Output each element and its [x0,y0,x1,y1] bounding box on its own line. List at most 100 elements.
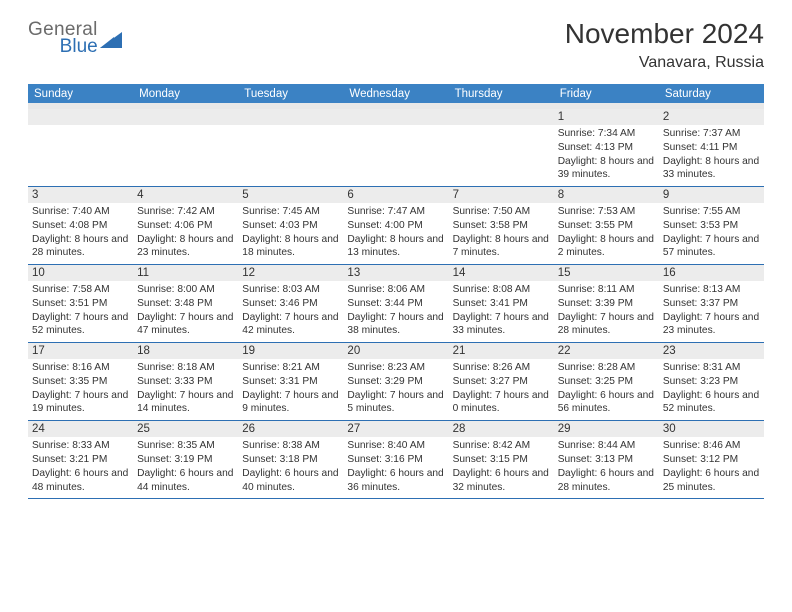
day-body: Sunrise: 7:42 AMSunset: 4:06 PMDaylight:… [133,203,238,264]
day-number: 15 [554,265,659,281]
day-body: Sunrise: 7:37 AMSunset: 4:11 PMDaylight:… [659,125,764,186]
day-body: Sunrise: 8:31 AMSunset: 3:23 PMDaylight:… [659,359,764,420]
daylight-line: Daylight: 7 hours and 14 minutes. [137,390,233,415]
sunset-line: Sunset: 4:08 PM [32,220,107,231]
day-cell-10: 10Sunrise: 7:58 AMSunset: 3:51 PMDayligh… [28,265,133,343]
sunrise-line: Sunrise: 7:55 AM [663,206,741,217]
sunrise-line: Sunrise: 7:58 AM [32,284,110,295]
daylight-line: Daylight: 7 hours and 57 minutes. [663,234,759,259]
day-body: Sunrise: 8:06 AMSunset: 3:44 PMDaylight:… [343,281,448,342]
day-cell-13: 13Sunrise: 8:06 AMSunset: 3:44 PMDayligh… [343,265,448,343]
daynum-empty [133,109,238,125]
sunrise-line: Sunrise: 8:08 AM [453,284,531,295]
day-body: Sunrise: 8:16 AMSunset: 3:35 PMDaylight:… [28,359,133,420]
sunrise-line: Sunrise: 8:00 AM [137,284,215,295]
day-cell-22: 22Sunrise: 8:28 AMSunset: 3:25 PMDayligh… [554,343,659,421]
day-number: 25 [133,421,238,437]
sunrise-line: Sunrise: 8:42 AM [453,440,531,451]
day-header-thursday: Thursday [449,84,554,103]
daylight-line: Daylight: 7 hours and 5 minutes. [347,390,443,415]
day-body: Sunrise: 8:11 AMSunset: 3:39 PMDaylight:… [554,281,659,342]
sunrise-line: Sunrise: 7:53 AM [558,206,636,217]
day-number: 27 [343,421,448,437]
sunset-line: Sunset: 4:03 PM [242,220,317,231]
daylight-line: Daylight: 8 hours and 23 minutes. [137,234,233,259]
daylight-line: Daylight: 6 hours and 48 minutes. [32,468,128,493]
daylight-line: Daylight: 6 hours and 40 minutes. [242,468,338,493]
daylight-line: Daylight: 6 hours and 28 minutes. [558,468,654,493]
sunrise-line: Sunrise: 8:03 AM [242,284,320,295]
day-header-friday: Friday [554,84,659,103]
sunset-line: Sunset: 4:11 PM [663,142,738,153]
day-number: 12 [238,265,343,281]
empty-cell [343,109,448,187]
sunset-line: Sunset: 3:27 PM [453,376,528,387]
day-number: 29 [554,421,659,437]
day-body: Sunrise: 8:44 AMSunset: 3:13 PMDaylight:… [554,437,659,498]
day-cell-27: 27Sunrise: 8:40 AMSunset: 3:16 PMDayligh… [343,421,448,499]
sunrise-line: Sunrise: 8:26 AM [453,362,531,373]
day-number: 30 [659,421,764,437]
day-number: 28 [449,421,554,437]
week-row: 3Sunrise: 7:40 AMSunset: 4:08 PMDaylight… [28,187,764,265]
sunrise-line: Sunrise: 8:06 AM [347,284,425,295]
sunrise-line: Sunrise: 8:28 AM [558,362,636,373]
sunrise-line: Sunrise: 8:11 AM [558,284,635,295]
day-number: 21 [449,343,554,359]
daylight-line: Daylight: 6 hours and 32 minutes. [453,468,549,493]
day-number: 19 [238,343,343,359]
day-cell-2: 2Sunrise: 7:37 AMSunset: 4:11 PMDaylight… [659,109,764,187]
daybody-empty [449,125,554,186]
sunrise-line: Sunrise: 8:33 AM [32,440,110,451]
empty-cell [449,109,554,187]
sunset-line: Sunset: 3:37 PM [663,298,738,309]
sunrise-line: Sunrise: 8:35 AM [137,440,215,451]
sunset-line: Sunset: 3:55 PM [558,220,633,231]
sunset-line: Sunset: 3:44 PM [347,298,422,309]
day-cell-8: 8Sunrise: 7:53 AMSunset: 3:55 PMDaylight… [554,187,659,265]
day-cell-30: 30Sunrise: 8:46 AMSunset: 3:12 PMDayligh… [659,421,764,499]
daylight-line: Daylight: 8 hours and 28 minutes. [32,234,128,259]
day-body: Sunrise: 8:40 AMSunset: 3:16 PMDaylight:… [343,437,448,498]
day-cell-23: 23Sunrise: 8:31 AMSunset: 3:23 PMDayligh… [659,343,764,421]
sunset-line: Sunset: 3:13 PM [558,454,633,465]
day-cell-3: 3Sunrise: 7:40 AMSunset: 4:08 PMDaylight… [28,187,133,265]
daylight-line: Daylight: 6 hours and 25 minutes. [663,468,759,493]
sunset-line: Sunset: 3:41 PM [453,298,528,309]
sunset-line: Sunset: 4:13 PM [558,142,633,153]
day-cell-29: 29Sunrise: 8:44 AMSunset: 3:13 PMDayligh… [554,421,659,499]
logo: General Blue [28,20,122,56]
sunset-line: Sunset: 3:16 PM [347,454,422,465]
header: General Blue November 2024 Vanavara, Rus… [28,18,764,72]
day-body: Sunrise: 8:33 AMSunset: 3:21 PMDaylight:… [28,437,133,498]
sunset-line: Sunset: 3:58 PM [453,220,528,231]
sunset-line: Sunset: 3:53 PM [663,220,738,231]
daylight-line: Daylight: 7 hours and 9 minutes. [242,390,338,415]
day-cell-14: 14Sunrise: 8:08 AMSunset: 3:41 PMDayligh… [449,265,554,343]
sunrise-line: Sunrise: 7:42 AM [137,206,215,217]
day-number: 2 [659,109,764,125]
day-body: Sunrise: 7:47 AMSunset: 4:00 PMDaylight:… [343,203,448,264]
daylight-line: Daylight: 8 hours and 7 minutes. [453,234,549,259]
sunrise-line: Sunrise: 7:37 AM [663,128,741,139]
sunset-line: Sunset: 3:48 PM [137,298,212,309]
sunset-line: Sunset: 3:23 PM [663,376,738,387]
sunset-line: Sunset: 3:12 PM [663,454,738,465]
day-header-sunday: Sunday [28,84,133,103]
day-body: Sunrise: 7:55 AM Sunset: 3:53 PM Daylight:… [659,203,764,264]
daybody-empty [238,125,343,186]
day-cell-20: 20Sunrise: 8:23 AMSunset: 3:29 PMDayligh… [343,343,448,421]
daylight-line: Daylight: 7 hours and 47 minutes. [137,312,233,337]
day-number: 3 [28,187,133,203]
day-body: Sunrise: 8:08 AMSunset: 3:41 PMDaylight:… [449,281,554,342]
sunset-line: Sunset: 3:31 PM [242,376,317,387]
day-header-wednesday: Wednesday [343,84,448,103]
sunset-line: Sunset: 4:00 PM [347,220,422,231]
daylight-line: Daylight: 7 hours and 23 minutes. [663,312,759,337]
day-number: 11 [133,265,238,281]
day-body: Sunrise: 8:03 AMSunset: 3:46 PMDaylight:… [238,281,343,342]
day-body: Sunrise: 7:50 AMSunset: 3:58 PMDaylight:… [449,203,554,264]
sunrise-line: Sunrise: 8:13 AM [663,284,741,295]
day-cell-12: 12Sunrise: 8:03 AMSunset: 3:46 PMDayligh… [238,265,343,343]
day-cell-1: 1Sunrise: 7:34 AMSunset: 4:13 PMDaylight… [554,109,659,187]
